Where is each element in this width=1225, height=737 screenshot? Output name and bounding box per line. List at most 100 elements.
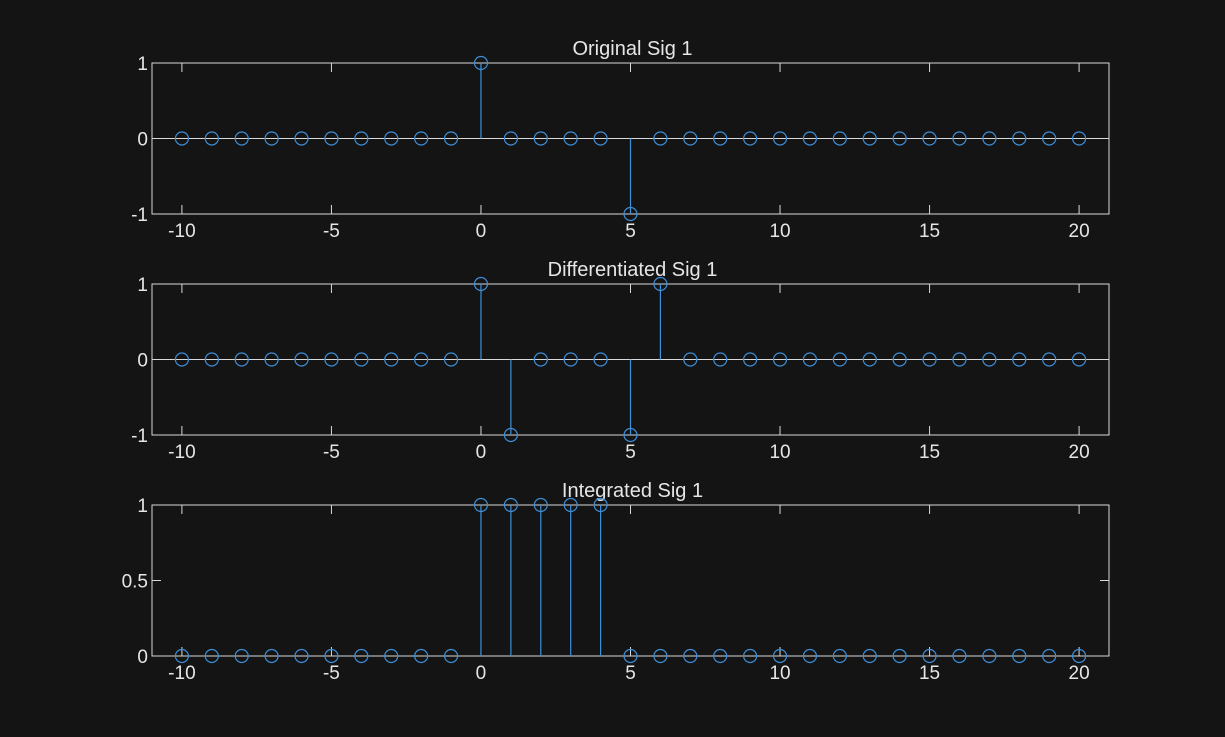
stem-marker xyxy=(443,648,459,664)
subplot-title: Integrated Sig 1 xyxy=(562,480,703,502)
stem-marker xyxy=(234,131,249,146)
stem-marker xyxy=(862,131,877,146)
x-tick-label: 5 xyxy=(625,663,636,684)
stem-marker xyxy=(743,352,758,367)
x-tick-label: 5 xyxy=(625,221,636,242)
stem-marker xyxy=(1012,131,1027,146)
subplot-3: -10 -5 0 5 10 15 20 0 0.5 1 Integrated Sig 1 xyxy=(122,480,1110,684)
stem-marker xyxy=(324,131,339,146)
stem-marker xyxy=(982,648,997,664)
stem-marker xyxy=(623,206,638,222)
stem-marker xyxy=(443,131,459,146)
stem-marker xyxy=(324,352,339,367)
stem-marker xyxy=(922,131,937,146)
stem-marker xyxy=(982,352,997,367)
stem-marker xyxy=(832,648,847,664)
stem-marker xyxy=(1071,131,1087,146)
axes-frame xyxy=(151,504,1110,657)
stem-marker xyxy=(264,131,279,146)
stem-marker xyxy=(653,648,668,664)
x-tick-label: -5 xyxy=(323,663,340,684)
stem-marker xyxy=(802,648,818,664)
stem-marker xyxy=(234,352,249,367)
stem-marker xyxy=(713,131,728,146)
stem-marker xyxy=(593,497,608,513)
subplot-title: Differentiated Sig 1 xyxy=(548,259,718,281)
stem-marker xyxy=(443,352,459,367)
x-tick-label: -10 xyxy=(168,663,195,684)
stem-marker xyxy=(384,648,399,664)
x-tick-label: 15 xyxy=(919,221,940,242)
stem-marker xyxy=(1071,352,1087,367)
stem-marker xyxy=(772,648,788,664)
stem-marker xyxy=(563,352,578,367)
stem-marker xyxy=(1042,131,1057,146)
stem-marker xyxy=(204,648,219,664)
stem-marker xyxy=(743,648,758,664)
stem-marker xyxy=(683,131,698,146)
stem-marker xyxy=(563,131,578,146)
stem-marker xyxy=(473,497,489,513)
y-tick-label: 1 xyxy=(137,496,148,517)
stem-marker xyxy=(982,131,997,146)
x-tick-label: 10 xyxy=(769,663,790,684)
stem-marker xyxy=(892,131,907,146)
stem-marker xyxy=(174,131,190,146)
stem-marker xyxy=(653,131,668,146)
stem-marker xyxy=(324,648,339,664)
stem-marker xyxy=(593,131,608,146)
stem-marker xyxy=(533,352,548,367)
stem-marker xyxy=(653,276,668,292)
x-tick-label: -5 xyxy=(323,442,340,463)
stem-marker xyxy=(533,131,548,146)
stem-marker xyxy=(862,352,877,367)
x-tick-label: 0 xyxy=(476,442,487,463)
y-tick-label: -1 xyxy=(131,426,148,447)
x-tick-label: 5 xyxy=(625,442,636,463)
stem-marker xyxy=(503,427,518,443)
stem-marker xyxy=(473,276,489,292)
stem-marker xyxy=(683,648,698,664)
x-tick-label: 20 xyxy=(1069,442,1090,463)
stem-marker xyxy=(354,352,369,367)
y-tick-label: 0 xyxy=(137,130,148,151)
stem-marker xyxy=(234,648,249,664)
x-tick-label: 10 xyxy=(769,442,790,463)
stem-marker xyxy=(414,131,429,146)
stem-marker xyxy=(294,352,309,367)
stem-marker xyxy=(952,352,967,367)
stem-marker xyxy=(354,648,369,664)
stem-marker xyxy=(772,352,788,367)
stem-marker xyxy=(174,648,190,664)
stem-marker xyxy=(503,131,518,146)
stem-marker xyxy=(1071,648,1087,664)
y-tick-label: 0 xyxy=(137,647,148,668)
stem-marker xyxy=(713,352,728,367)
x-tick-label: 0 xyxy=(476,221,487,242)
x-tick-label: -5 xyxy=(323,221,340,242)
stem-marker xyxy=(892,648,907,664)
stem-marker xyxy=(264,352,279,367)
stem-marker xyxy=(623,427,638,443)
x-tick-label: -10 xyxy=(168,442,195,463)
stem-marker xyxy=(832,352,847,367)
stem-marker xyxy=(772,131,788,146)
x-tick-label: 10 xyxy=(769,221,790,242)
stem-marker xyxy=(503,497,518,513)
y-tick-label: -1 xyxy=(131,205,148,226)
stem-marker xyxy=(473,55,489,71)
stem-marker xyxy=(892,352,907,367)
stem-marker xyxy=(1042,648,1057,664)
stem-marker xyxy=(563,497,578,513)
stem-marker xyxy=(802,352,818,367)
x-tick-label: 0 xyxy=(476,663,487,684)
x-tick-label: -10 xyxy=(168,221,195,242)
stem-marker xyxy=(384,131,399,146)
stem-marker xyxy=(204,131,219,146)
stem-marker xyxy=(533,497,548,513)
stem-marker xyxy=(174,352,190,367)
stem-marker xyxy=(384,352,399,367)
